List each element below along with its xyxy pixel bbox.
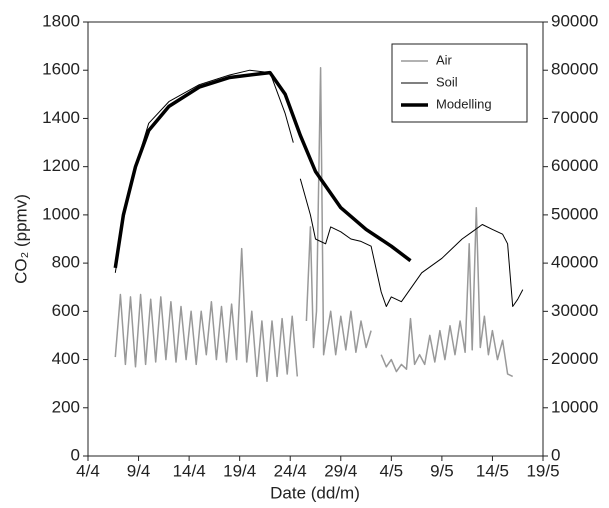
x-tick-label: 29/4	[324, 461, 357, 480]
x-tick-label: 4/5	[380, 461, 404, 480]
y2-tick-label: 40000	[551, 253, 598, 272]
x-tick-label: 19/4	[223, 461, 256, 480]
x-axis-label: Date (dd/m)	[270, 483, 360, 502]
x-tick-label: 24/4	[274, 461, 307, 480]
y-tick-label: 800	[52, 253, 80, 272]
x-tick-label: 14/4	[173, 461, 206, 480]
y-tick-label: 1400	[42, 108, 80, 127]
legend-label: Soil	[436, 74, 458, 89]
x-tick-label: 9/5	[430, 461, 454, 480]
y-tick-label: 400	[52, 349, 80, 368]
y2-tick-label: 10000	[551, 397, 598, 416]
x-tick-label: 19/5	[526, 461, 559, 480]
y2-tick-label: 20000	[551, 349, 598, 368]
x-tick-label: 4/4	[76, 461, 100, 480]
y2-tick-label: 80000	[551, 60, 598, 79]
y-axis-label: CO₂ (ppmv)	[11, 194, 30, 284]
y2-tick-label: 70000	[551, 108, 598, 127]
y2-tick-label: 30000	[551, 301, 598, 320]
y-tick-label: 1800	[42, 11, 80, 30]
legend-label: Air	[436, 52, 453, 67]
x-tick-label: 9/4	[127, 461, 151, 480]
y2-tick-label: 90000	[551, 11, 598, 30]
y-tick-label: 1600	[42, 60, 80, 79]
y-tick-label: 200	[52, 397, 80, 416]
y2-tick-label: 0	[551, 445, 560, 464]
legend: Air Soil Modelling	[391, 43, 528, 123]
y-tick-label: 1000	[42, 204, 80, 223]
y-tick-label: 0	[71, 445, 80, 464]
y2-tick-label: 50000	[551, 204, 598, 223]
y-tick-label: 600	[52, 301, 80, 320]
y2-tick-label: 60000	[551, 156, 598, 175]
plot-frame	[87, 21, 544, 457]
series-line	[113, 70, 412, 269]
x-tick-label: 14/5	[476, 461, 509, 480]
y-tick-label: 1200	[42, 156, 80, 175]
series-line	[114, 67, 514, 383]
legend-label: Modelling	[436, 96, 492, 111]
